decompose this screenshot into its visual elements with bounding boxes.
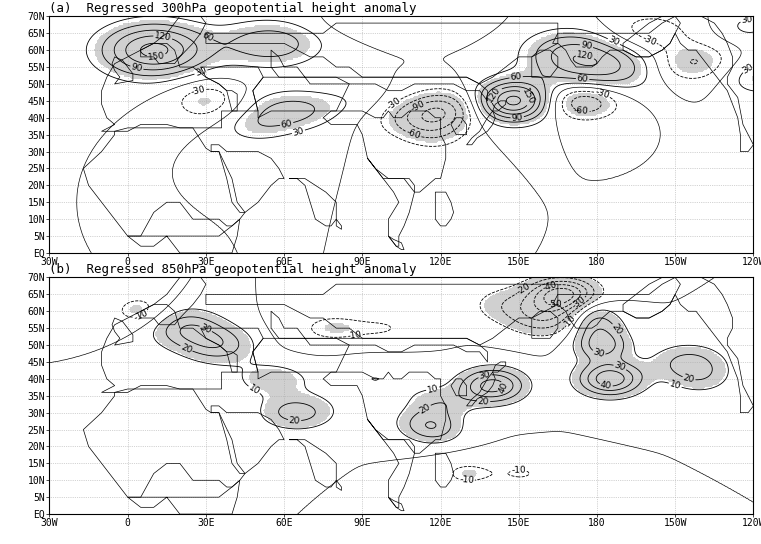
Text: 20: 20: [418, 401, 432, 415]
Text: 20: 20: [478, 397, 489, 406]
Text: -30: -30: [189, 84, 206, 97]
Text: 30: 30: [592, 348, 606, 360]
Text: 10: 10: [426, 383, 439, 394]
Text: 150: 150: [520, 86, 536, 106]
Text: 30: 30: [194, 66, 208, 78]
Text: -60: -60: [574, 107, 589, 116]
Text: 120: 120: [154, 31, 172, 42]
Text: 60: 60: [280, 119, 293, 129]
Text: 40: 40: [600, 380, 613, 391]
Text: -90: -90: [409, 98, 427, 113]
Text: 30: 30: [199, 322, 213, 335]
Text: 90: 90: [580, 40, 593, 52]
Text: -30: -30: [641, 33, 658, 47]
Text: -50: -50: [548, 300, 562, 310]
Text: -30: -30: [385, 96, 403, 112]
Text: -40: -40: [542, 280, 559, 293]
Text: 30: 30: [607, 35, 621, 48]
Text: 20: 20: [683, 373, 696, 385]
Text: 120: 120: [486, 84, 502, 104]
Text: -10: -10: [346, 330, 362, 341]
Text: 60: 60: [200, 30, 215, 44]
Text: 120: 120: [576, 50, 594, 61]
Text: 60: 60: [577, 74, 589, 84]
Text: -60: -60: [405, 128, 422, 141]
Text: (a)  Regressed 300hPa geopotential height anomaly: (a) Regressed 300hPa geopotential height…: [49, 2, 417, 15]
Text: -20: -20: [515, 281, 533, 296]
Text: 10: 10: [668, 379, 682, 391]
Text: 30: 30: [741, 61, 756, 75]
Text: 20: 20: [288, 416, 301, 425]
Text: 60: 60: [510, 72, 522, 82]
Text: 150: 150: [148, 51, 165, 62]
Text: -10: -10: [459, 475, 474, 485]
Text: -30: -30: [570, 295, 587, 311]
Text: 10: 10: [247, 383, 261, 397]
Text: -10: -10: [511, 466, 526, 475]
Text: 30: 30: [740, 15, 753, 25]
Text: 40: 40: [497, 381, 509, 394]
Text: -10: -10: [562, 313, 578, 330]
Text: 20: 20: [180, 342, 193, 355]
Text: -30: -30: [594, 88, 610, 101]
Text: 20: 20: [610, 322, 623, 337]
Text: 90: 90: [511, 113, 524, 123]
Text: -10: -10: [132, 308, 149, 323]
Text: 30: 30: [479, 370, 492, 381]
Text: 90: 90: [130, 63, 143, 74]
Text: 30: 30: [291, 126, 305, 138]
Text: (b)  Regressed 850hPa geopotential height anomaly: (b) Regressed 850hPa geopotential height…: [49, 263, 417, 276]
Text: 30: 30: [613, 361, 627, 373]
